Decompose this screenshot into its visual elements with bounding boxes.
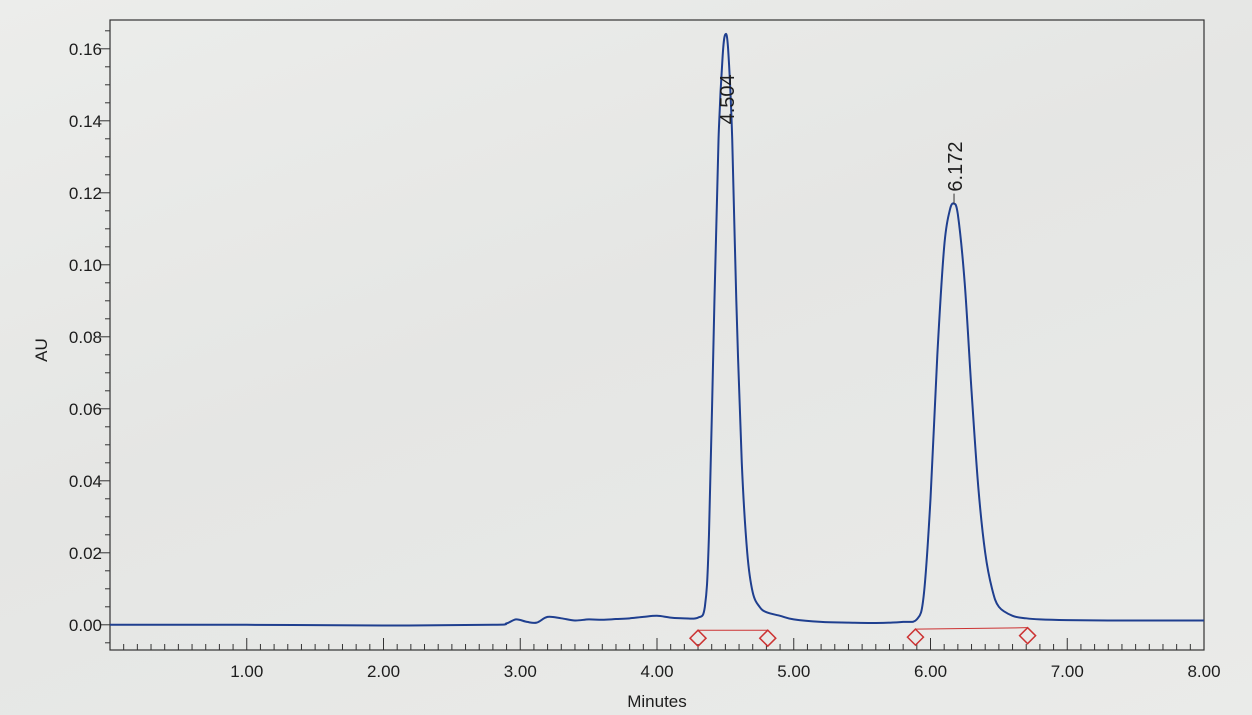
y-axis-title: AU	[32, 338, 51, 362]
x-axis: 1.00 2.00 3.00 4.00 5.00 6.00 7.00 8.00	[123, 638, 1221, 681]
x-axis-title: Minutes	[627, 692, 687, 711]
peak-boundary-marker	[1018, 626, 1037, 645]
y-tick-label: 0.00	[69, 616, 102, 635]
y-tick-label: 0.04	[69, 472, 102, 491]
x-tick-label: 1.00	[230, 662, 263, 681]
x-tick-label: 8.00	[1187, 662, 1220, 681]
integration-baselines	[688, 626, 1037, 648]
integration-baseline	[915, 627, 1028, 630]
y-tick-label: 0.08	[69, 328, 102, 347]
y-tick-label: 0.16	[69, 40, 102, 59]
y-tick-label: 0.06	[69, 400, 102, 419]
y-tick-label: 0.14	[69, 112, 102, 131]
x-tick-label: 7.00	[1051, 662, 1084, 681]
peak-boundary-marker	[906, 628, 925, 647]
y-tick-label: 0.12	[69, 184, 102, 203]
chromatogram-trace	[109, 32, 1204, 627]
y-tick-label: 0.10	[69, 256, 102, 275]
peak-boundary-marker	[758, 629, 777, 648]
x-tick-label: 6.00	[914, 662, 947, 681]
y-tick-label: 0.02	[69, 544, 102, 563]
peak-labels: 4.504 6.172	[717, 74, 967, 204]
peak-label: 6.172	[945, 142, 967, 192]
x-tick-label: 5.00	[777, 662, 810, 681]
plot-frame	[109, 19, 1205, 651]
peak-boundary-marker	[688, 629, 708, 648]
peak-label: 4.504	[717, 74, 739, 124]
x-tick-label: 3.00	[504, 662, 537, 681]
y-axis: 0.00 0.02 0.04 0.06 0.08 0.10 0.12 0.14 0.16	[69, 30, 110, 644]
x-tick-label: 2.00	[367, 662, 400, 681]
x-tick-label: 4.00	[640, 662, 673, 681]
